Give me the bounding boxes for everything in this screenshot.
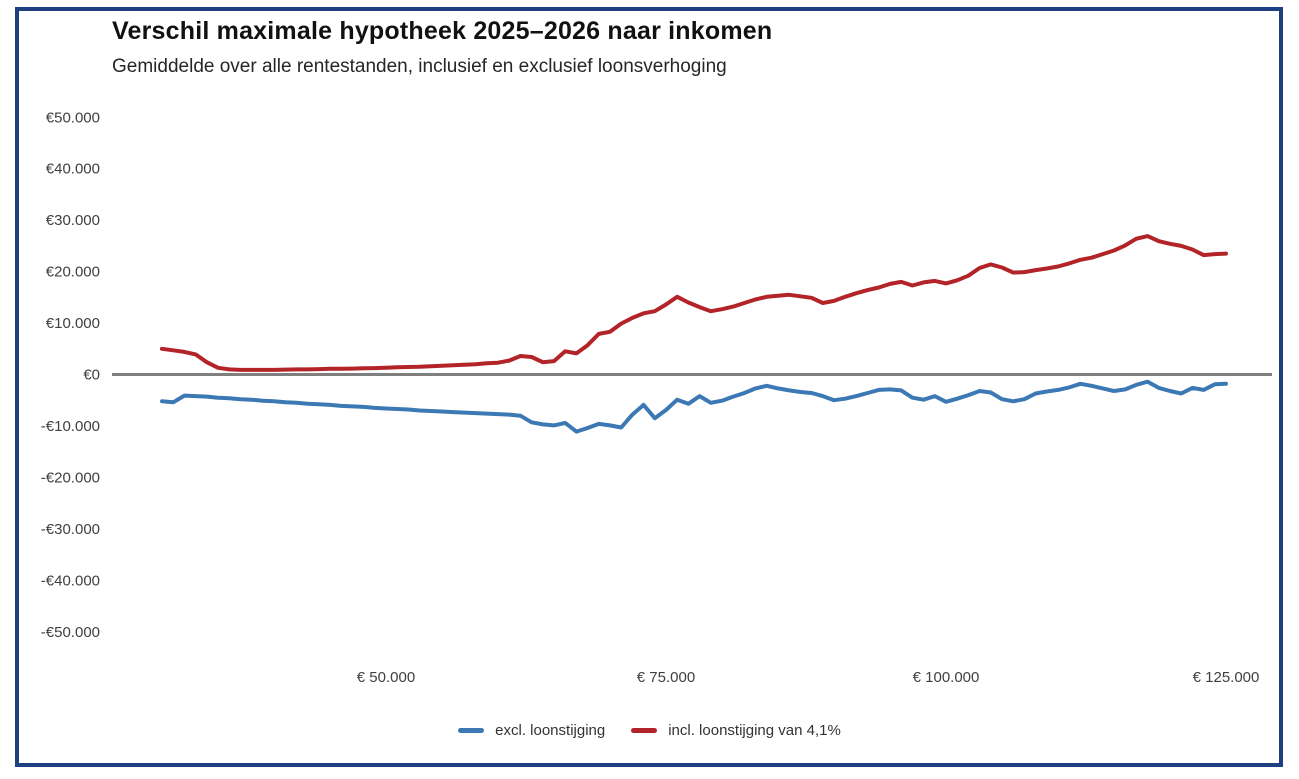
x-tick-label: € 100.000 xyxy=(913,669,980,686)
y-tick-label: -€30.000 xyxy=(41,521,100,538)
y-tick-label: -€40.000 xyxy=(41,572,100,589)
legend-swatch-incl xyxy=(631,727,658,733)
legend-swatch-excl xyxy=(458,727,485,733)
chart-title: Verschil maximale hypotheek 2025–2026 na… xyxy=(112,17,773,45)
y-tick-label: €50.000 xyxy=(46,109,100,126)
y-tick-label: €40.000 xyxy=(46,161,100,178)
legend-item-excl: excl. loonstijging xyxy=(458,722,605,739)
series-line-excl xyxy=(160,379,1228,434)
y-tick-label: €10.000 xyxy=(46,315,100,332)
legend-label-excl: excl. loonstijging xyxy=(495,721,606,739)
chart-legend: excl. loonstijging incl. loonstijging van… xyxy=(0,716,1299,744)
x-tick-label: € 125.000 xyxy=(1193,669,1260,686)
legend-item-incl: incl. loonstijging van 4,1% xyxy=(631,722,841,739)
y-tick-label: -€20.000 xyxy=(41,469,100,486)
series-line-incl xyxy=(160,234,1228,372)
y-tick-label: -€50.000 xyxy=(41,624,100,641)
legend-label-incl: incl. loonstijging van 4,1% xyxy=(668,721,841,739)
chart-subtitle: Gemiddelde over alle rentestanden, inclu… xyxy=(112,56,727,77)
y-tick-label: -€10.000 xyxy=(41,418,100,435)
y-tick-label: €20.000 xyxy=(46,264,100,281)
x-tick-label: € 50.000 xyxy=(357,669,415,686)
y-tick-label: €0 xyxy=(83,367,100,384)
y-tick-label: €30.000 xyxy=(46,212,100,229)
x-tick-label: € 75.000 xyxy=(637,669,695,686)
